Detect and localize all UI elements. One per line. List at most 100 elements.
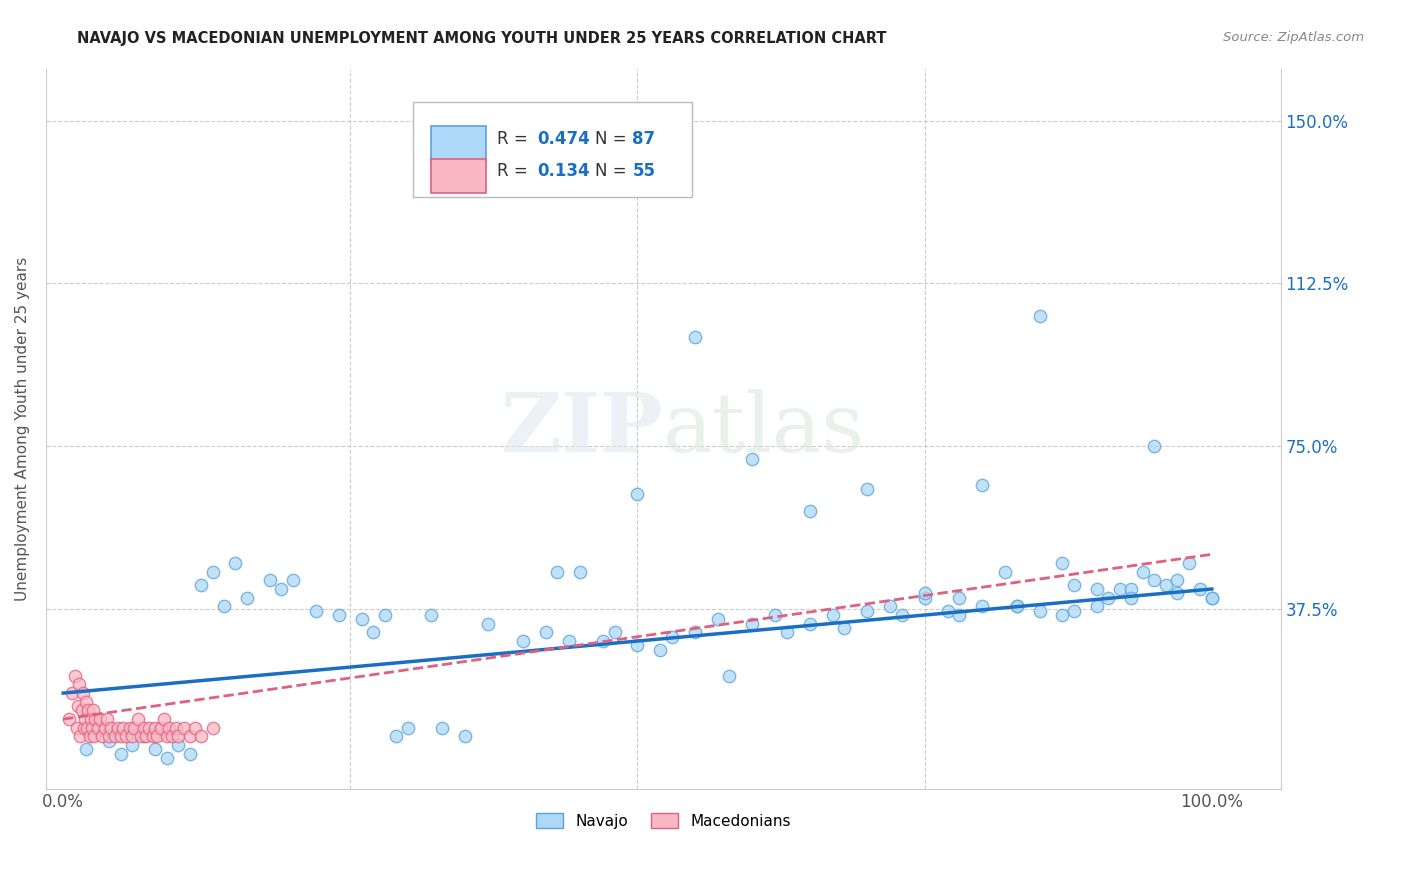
Point	[856, 604, 879, 618]
Point	[86, 721, 108, 735]
Point	[142, 730, 165, 744]
Text: NAVAJO VS MACEDONIAN UNEMPLOYMENT AMONG YOUTH UNDER 25 YEARS CORRELATION CHART: NAVAJO VS MACEDONIAN UNEMPLOYMENT AMONG …	[77, 31, 887, 46]
Point	[994, 565, 1017, 579]
Point	[718, 669, 741, 683]
Point	[179, 730, 201, 744]
Point	[305, 604, 328, 618]
Text: 55: 55	[633, 162, 655, 180]
Point	[1143, 439, 1166, 453]
Point	[153, 712, 176, 726]
Point	[146, 730, 169, 744]
Point	[121, 738, 143, 752]
Point	[190, 577, 212, 591]
Text: R =: R =	[496, 162, 533, 180]
Point	[1028, 604, 1050, 618]
Point	[80, 721, 103, 735]
Point	[58, 712, 80, 726]
Point	[890, 607, 912, 622]
Point	[970, 599, 993, 614]
Point	[914, 591, 936, 605]
Point	[143, 721, 166, 735]
Point	[741, 451, 763, 466]
Point	[115, 730, 138, 744]
Point	[67, 699, 90, 714]
Point	[936, 604, 959, 618]
Point	[603, 625, 626, 640]
Point	[83, 730, 105, 744]
Point	[70, 703, 93, 717]
Point	[98, 730, 121, 744]
Point	[914, 586, 936, 600]
Point	[131, 730, 153, 744]
Point	[374, 607, 396, 622]
Point	[948, 607, 970, 622]
Point	[821, 607, 844, 622]
Point	[165, 721, 187, 735]
Point	[66, 721, 89, 735]
Point	[167, 738, 190, 752]
Point	[155, 730, 177, 744]
Point	[1063, 604, 1085, 618]
Point	[385, 730, 408, 744]
Point	[741, 616, 763, 631]
Point	[1085, 582, 1108, 596]
Point	[201, 565, 224, 579]
Point	[110, 730, 132, 744]
Point	[1166, 574, 1188, 588]
Point	[1154, 577, 1177, 591]
Point	[432, 721, 454, 735]
Point	[76, 721, 98, 735]
Point	[143, 742, 166, 756]
Legend: Navajo, Macedonians: Navajo, Macedonians	[530, 806, 797, 835]
Point	[80, 712, 103, 726]
Point	[626, 486, 648, 500]
Point	[419, 607, 441, 622]
Point	[799, 504, 821, 518]
Point	[707, 612, 730, 626]
Point	[534, 625, 557, 640]
Point	[132, 730, 155, 744]
Point	[1109, 582, 1132, 596]
Point	[111, 721, 134, 735]
Point	[396, 721, 419, 735]
Point	[557, 634, 579, 648]
Point	[1028, 309, 1050, 323]
Text: 0.134: 0.134	[537, 162, 591, 180]
Point	[546, 565, 568, 579]
Point	[132, 721, 155, 735]
Point	[763, 607, 786, 622]
Point	[626, 639, 648, 653]
Point	[100, 721, 122, 735]
Point	[118, 721, 141, 735]
Point	[970, 478, 993, 492]
Text: atlas: atlas	[664, 389, 866, 468]
Point	[650, 642, 672, 657]
Point	[350, 612, 373, 626]
Point	[363, 625, 385, 640]
Point	[89, 712, 111, 726]
Point	[82, 703, 104, 717]
Point	[69, 730, 91, 744]
Point	[1121, 591, 1143, 605]
FancyBboxPatch shape	[432, 159, 485, 193]
Point	[1201, 591, 1223, 605]
Point	[1005, 599, 1028, 614]
Point	[73, 712, 96, 726]
Point	[477, 616, 499, 631]
Text: Source: ZipAtlas.com: Source: ZipAtlas.com	[1223, 31, 1364, 45]
Point	[77, 703, 100, 717]
Text: R =: R =	[496, 130, 533, 148]
Point	[832, 621, 855, 635]
Point	[270, 582, 292, 596]
Point	[121, 730, 143, 744]
Point	[162, 730, 184, 744]
Point	[1052, 556, 1074, 570]
Point	[1143, 574, 1166, 588]
Point	[135, 730, 157, 744]
Point	[592, 634, 614, 648]
Point	[173, 721, 195, 735]
Point	[73, 721, 96, 735]
Point	[1189, 582, 1212, 596]
Point	[328, 607, 350, 622]
Point	[155, 751, 177, 765]
